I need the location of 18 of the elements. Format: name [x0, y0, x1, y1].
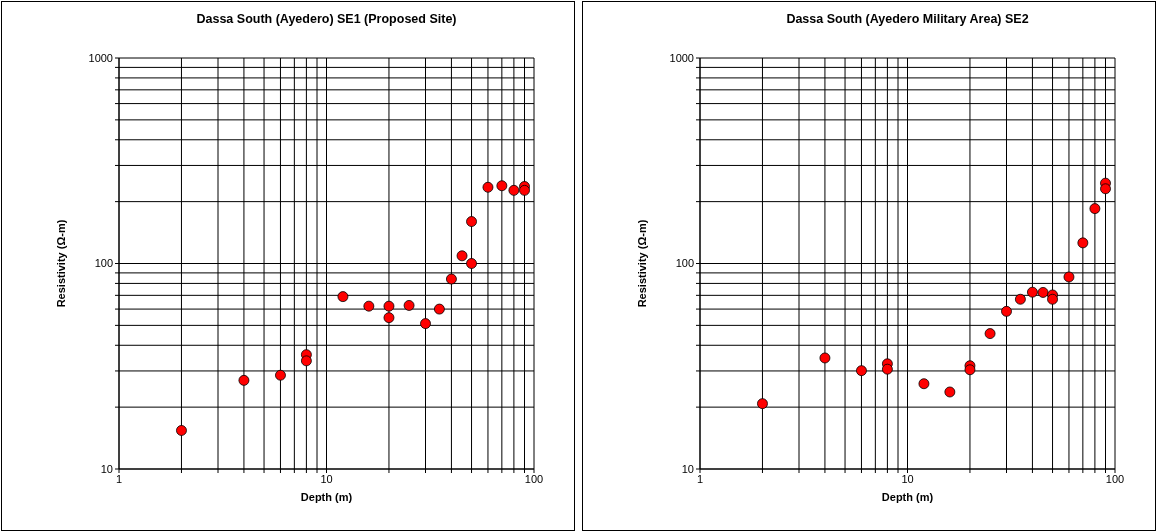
x-tick-label: 1 [115, 472, 123, 485]
y-tick-label: 100 [675, 257, 694, 270]
x-tick-label: 100 [1105, 472, 1125, 485]
y-tick-label: 10 [100, 462, 113, 475]
y-axis-title: Resistivity (Ω-m) [635, 219, 648, 308]
chart-title: Dassa South (Ayedero Military Area) SE2 [785, 12, 1030, 26]
x-tick-label: 1 [696, 472, 704, 485]
x-tick-label: 10 [320, 472, 333, 485]
y-tick-label: 1000 [669, 51, 694, 64]
y-axis-title: Resistivity (Ω-m) [54, 219, 67, 308]
x-tick-label: 10 [901, 472, 914, 485]
y-tick-label: 10 [681, 462, 694, 475]
x-axis-title: Depth (m) [300, 491, 353, 503]
y-tick-label: 1000 [88, 51, 113, 64]
x-tick-label: 100 [524, 472, 544, 485]
y-tick-label: 100 [94, 257, 113, 270]
x-axis-title: Depth (m) [881, 491, 934, 503]
chart-title: Dassa South (Ayedero) SE1 (Proposed Site) [195, 12, 458, 26]
